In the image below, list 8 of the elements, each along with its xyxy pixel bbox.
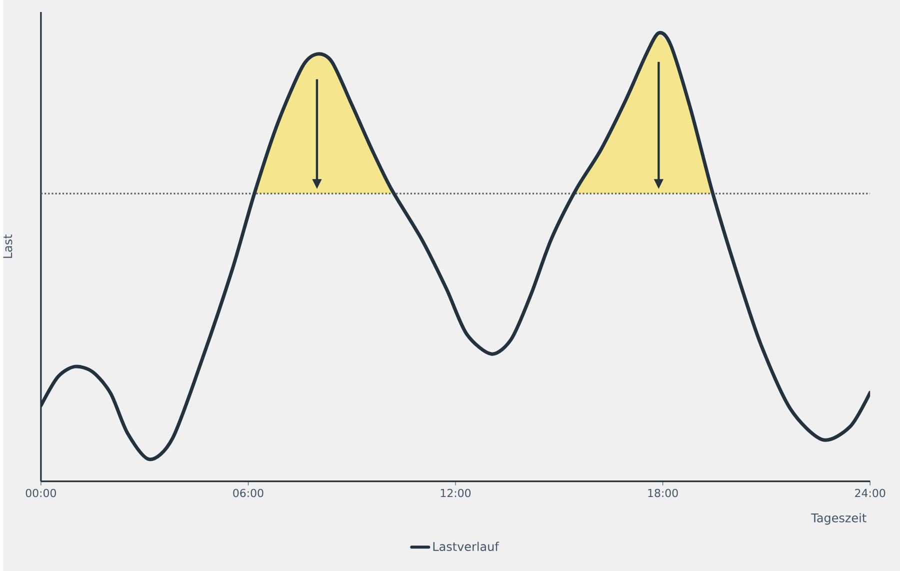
x-tick-label: 00:00 [26,488,56,498]
x-tick-label: 06:00 [233,488,264,498]
x-tick-label: 12:00 [440,488,471,498]
x-axis-title: Tageszeit [811,513,866,525]
x-tick-label: 24:00 [855,488,886,498]
y-axis-title: Last [3,234,12,258]
legend-label: Lastverlauf [433,542,500,552]
x-tick-label: 18:00 [648,488,678,498]
